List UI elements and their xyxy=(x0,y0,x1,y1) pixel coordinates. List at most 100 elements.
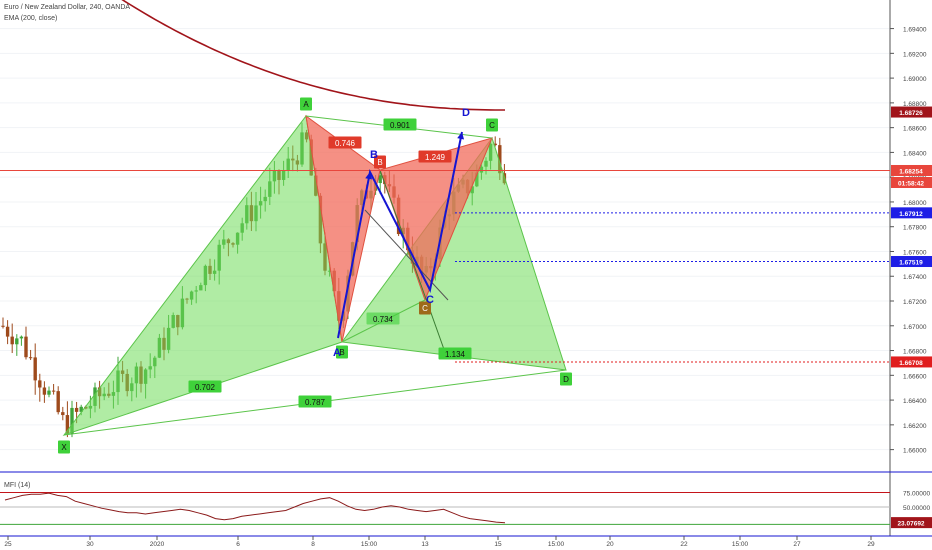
time-tick-label: 15:00 xyxy=(361,541,378,548)
price-label-text: 1.68726 xyxy=(899,110,923,117)
price-tick-label: 1.68600 xyxy=(903,126,927,133)
blue-point-label: B xyxy=(370,149,378,161)
pattern-point-bg xyxy=(336,345,348,359)
price-label-text: 1.67519 xyxy=(899,260,923,267)
pattern-point-bg xyxy=(560,372,572,386)
candle-body xyxy=(33,357,37,381)
candle-body xyxy=(38,380,42,388)
price-label-bg xyxy=(891,176,932,188)
candle-body xyxy=(498,145,502,174)
red-ratio-label-bg xyxy=(418,150,452,163)
ema-legend: EMA (200, close) xyxy=(4,15,58,22)
pattern-point-bg xyxy=(58,440,70,454)
blue-point-label: D xyxy=(462,107,470,119)
price-axis xyxy=(889,0,894,536)
price-tick-label: 1.66200 xyxy=(903,423,927,430)
time-tick-label: 2020 xyxy=(150,541,165,548)
price-tick-label: 1.69200 xyxy=(903,51,927,58)
candle-body xyxy=(10,336,14,345)
price-tick-label: 1.68400 xyxy=(903,150,927,157)
time-tick-label: 13 xyxy=(421,541,429,548)
red-ratio-label-bg xyxy=(328,136,362,149)
ema-line xyxy=(121,0,505,111)
time-tick-label: 27 xyxy=(793,541,801,548)
blue-point-label: C xyxy=(426,294,434,306)
blue-point-label: A xyxy=(333,347,341,359)
price-tick-label: 1.66600 xyxy=(903,373,927,380)
pattern-point-label: X xyxy=(61,443,67,452)
ratio-label: 0.787 xyxy=(305,398,326,407)
ratio-label-bg xyxy=(366,312,400,325)
price-label-text: 01:58:42 xyxy=(898,180,924,187)
mfi-current-label: 23.07692 xyxy=(897,521,924,528)
price-tick-label: 1.67800 xyxy=(903,225,927,232)
ratio-line-gray xyxy=(364,209,449,301)
ratio-label-bg xyxy=(383,118,417,131)
pattern-point-label: B xyxy=(339,348,344,357)
ratio-label-bg xyxy=(298,395,332,408)
time-tick-label: 29 xyxy=(867,541,875,548)
candle-body xyxy=(47,390,51,395)
time-tick-label: 22 xyxy=(680,541,688,548)
price-tick-label: 1.67400 xyxy=(903,274,927,281)
ratio-label-bg xyxy=(188,380,222,393)
price-label-bg xyxy=(891,256,932,268)
symbol-legend: Euro / New Zealand Dollar, 240, OANDA xyxy=(4,4,131,11)
time-tick-label: 8 xyxy=(311,541,315,548)
pattern-point-label: C xyxy=(489,121,495,130)
mfi-axis-label: 75.00000 xyxy=(903,491,930,498)
red-ratio-label: 0.746 xyxy=(335,139,356,148)
time-tick-label: 6 xyxy=(236,541,240,548)
price-tick-label: 1.68800 xyxy=(903,101,927,108)
candle-body xyxy=(70,407,74,434)
price-label-text: 1.68254 xyxy=(899,168,923,175)
pattern-point-label: D xyxy=(563,375,569,384)
ratio-label-bg xyxy=(438,347,472,360)
time-tick-label: 15:00 xyxy=(548,541,565,548)
price-tick-label: 1.69000 xyxy=(903,76,927,83)
pattern-point-bg xyxy=(300,97,312,111)
mfi-line xyxy=(4,492,506,524)
candle-body xyxy=(15,338,19,345)
candle-body xyxy=(51,390,56,392)
candle-body xyxy=(493,143,497,146)
price-label-bg xyxy=(891,356,932,368)
price-tick-label: 1.66000 xyxy=(903,448,927,455)
price-tick-label: 1.67000 xyxy=(903,324,927,331)
red-point-label: B xyxy=(377,158,382,167)
price-label-text: 1.67912 xyxy=(899,211,923,218)
price-tick-label: 1.67600 xyxy=(903,249,927,256)
price-label-bg xyxy=(891,106,932,118)
candle-body xyxy=(61,412,65,416)
candle-body xyxy=(42,387,47,395)
price-tick-label: 1.66400 xyxy=(903,398,927,405)
ratio-label: 1.134 xyxy=(445,350,466,359)
candle-body xyxy=(5,326,10,337)
price-label-bg xyxy=(891,207,932,219)
red-point-label: C xyxy=(422,304,428,313)
candle-body xyxy=(74,407,79,412)
pattern-point-label: A xyxy=(303,100,309,109)
time-tick-label: 15:00 xyxy=(732,541,749,548)
candle-body xyxy=(1,325,5,327)
red-point-bg xyxy=(419,301,431,315)
red-ratio-label: 1.249 xyxy=(425,153,446,162)
time-tick-label: 25 xyxy=(4,541,12,548)
candle-body xyxy=(79,406,83,412)
mfi-axis-label: 50.00000 xyxy=(903,505,930,512)
price-label-bg xyxy=(891,164,932,176)
ratio-label: 0.901 xyxy=(390,121,411,130)
blue-arrow-head xyxy=(365,172,373,180)
price-tick-label: 1.66800 xyxy=(903,349,927,356)
candle-body xyxy=(28,357,33,359)
candle-body xyxy=(65,415,70,434)
ratio-label: 0.734 xyxy=(373,315,394,324)
candle-body xyxy=(56,391,60,413)
pattern-point-bg xyxy=(486,118,498,132)
price-label-text: 1.66708 xyxy=(899,360,923,367)
mfi-legend: MFI (14) xyxy=(4,482,31,489)
candle-body xyxy=(378,175,382,184)
time-tick-label: 20 xyxy=(606,541,614,548)
